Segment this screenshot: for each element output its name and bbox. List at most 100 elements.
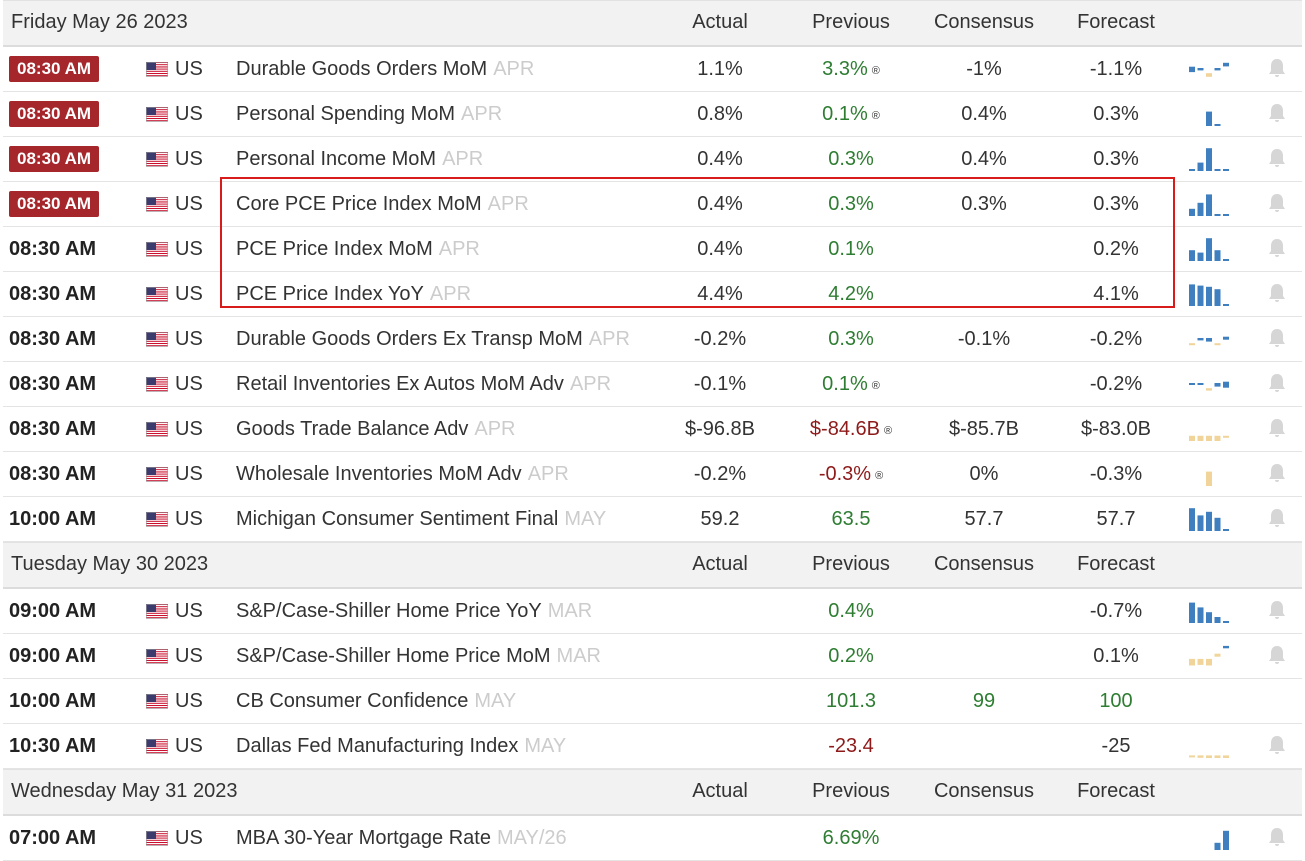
history-sparkline[interactable] [1187,642,1231,668]
event-title[interactable]: MBA 30-Year Mortgage Rate [236,827,491,849]
event-name[interactable]: PCE Price Index YoY APR [236,272,471,316]
history-sparkline[interactable] [1187,460,1231,486]
history-sparkline[interactable] [1187,597,1231,623]
table-row[interactable]: 09:00 AM US S&P/Case-Shiller Home Price Mo… [3,634,1302,679]
event-title[interactable]: Retail Inventories Ex Autos MoM Adv [236,373,564,395]
spark-bar [1189,658,1195,666]
table-row[interactable]: 08:30 AM US Durable Goods Orders Ex Transp… [3,317,1302,362]
event-title[interactable]: Personal Spending MoM [236,103,456,125]
us-flag-icon [146,422,168,437]
table-row[interactable]: 08:30 AM US Personal Income MoM APR 0.4% 0.3%… [3,137,1302,182]
event-name[interactable]: Personal Spending MoM APR [236,92,502,136]
previous-header: Previous [812,553,890,575]
bell-icon[interactable] [1267,734,1287,756]
event-name[interactable]: PCE Price Index MoM APR [236,227,480,271]
spark-bar [1197,252,1204,261]
bell-icon[interactable] [1267,147,1287,169]
previous-cell: 0.2% [786,634,916,678]
history-sparkline[interactable] [1187,325,1231,351]
country-code: US [175,283,203,305]
table-row[interactable]: 08:30 AM US Core PCE Price Index MoM APR 0.4… [3,182,1302,227]
event-time: 08:30 AM [9,56,100,82]
forecast-value: 100 [1099,690,1133,712]
history-sparkline[interactable] [1187,190,1231,216]
table-row[interactable]: 08:30 AM US Wholesale Inventories MoM Adv A… [3,452,1302,497]
spark-bar [1206,658,1212,666]
bell-icon[interactable] [1267,192,1287,214]
table-row[interactable]: 08:30 AM US Durable Goods Orders MoM APR 1.1… [3,47,1302,92]
event-title[interactable]: Wholesale Inventories MoM Adv [236,463,522,485]
bell-icon[interactable] [1267,599,1287,621]
history-sparkline[interactable] [1187,370,1231,396]
event-name[interactable]: Personal Income MoM APR [236,137,483,181]
bell-icon[interactable] [1267,507,1287,529]
spark-bar [1197,755,1204,758]
event-name[interactable]: Retail Inventories Ex Autos MoM Adv APR [236,362,611,406]
event-title[interactable]: Goods Trade Balance Adv [236,418,469,440]
event-name[interactable]: Durable Goods Orders MoM APR [236,47,534,91]
table-row[interactable]: 08:30 AM US Retail Inventories Ex Autos Mo… [3,362,1302,407]
history-sparkline[interactable] [1187,100,1231,126]
consensus-value: 57.7 [964,508,1004,530]
history-sparkline[interactable] [1187,145,1231,171]
country-code: US [175,735,203,757]
bell-icon[interactable] [1267,57,1287,79]
event-title[interactable]: S&P/Case-Shiller Home Price MoM [236,645,551,667]
bell-icon[interactable] [1267,826,1287,848]
table-row[interactable]: 10:00 AM US CB Consumer Confidence MAY 101.3… [3,679,1302,724]
country-code: US [175,58,203,80]
table-row[interactable]: 08:30 AM US Personal Spending MoM APR 0.8% 0.… [3,92,1302,137]
event-name[interactable]: S&P/Case-Shiller Home Price MoM MAR [236,634,601,678]
bell-icon[interactable] [1267,462,1287,484]
spark-bar [1197,607,1204,623]
history-sparkline[interactable] [1187,824,1231,850]
bell-icon[interactable] [1267,102,1287,124]
event-title[interactable]: PCE Price Index MoM [236,238,433,260]
history-sparkline[interactable] [1187,55,1231,81]
event-title[interactable]: S&P/Case-Shiller Home Price YoY [236,600,542,622]
bell-icon[interactable] [1267,282,1287,304]
history-sparkline[interactable] [1187,505,1231,531]
event-title[interactable]: Durable Goods Orders Ex Transp MoM [236,328,583,350]
event-name[interactable]: Core PCE Price Index MoM APR [236,182,529,226]
event-title[interactable]: Michigan Consumer Sentiment Final [236,508,559,530]
event-title[interactable]: Personal Income MoM [236,148,437,170]
event-title[interactable]: PCE Price Index YoY [236,283,424,305]
forecast-header: Forecast [1077,11,1155,33]
history-sparkline[interactable] [1187,732,1231,758]
table-row[interactable]: 10:30 AM US Dallas Fed Manufacturing Index… [3,724,1302,769]
event-name[interactable]: Durable Goods Orders Ex Transp MoM APR [236,317,630,361]
table-row[interactable]: 09:00 AM US S&P/Case-Shiller Home Price Yo… [3,589,1302,634]
spark-bar [1223,529,1229,531]
actual-value [655,634,785,678]
table-row[interactable]: 07:00 AM US MBA 30-Year Mortgage Rate MAY/2… [3,816,1302,861]
bell-icon[interactable] [1267,327,1287,349]
event-name[interactable]: CB Consumer Confidence MAY [236,679,516,723]
event-name[interactable]: Michigan Consumer Sentiment Final MAY [236,497,606,541]
bell-icon[interactable] [1267,417,1287,439]
event-period: APR [588,328,630,350]
table-row[interactable]: 08:30 AM US Goods Trade Balance Adv APR $-96… [3,407,1302,452]
table-row[interactable]: 08:30 AM US PCE Price Index YoY APR 4.4% 4.2%… [3,272,1302,317]
event-title[interactable]: Core PCE Price Index MoM [236,193,482,215]
event-name[interactable]: S&P/Case-Shiller Home Price YoY MAR [236,589,592,633]
spark-bar [1223,336,1229,340]
event-name[interactable]: Dallas Fed Manufacturing Index MAY [236,724,566,768]
history-sparkline[interactable] [1187,235,1231,261]
previous-cell: -0.3% ® [786,452,916,496]
event-name[interactable]: Goods Trade Balance Adv APR [236,407,516,451]
event-title[interactable]: Durable Goods Orders MoM [236,58,488,80]
bell-icon[interactable] [1267,372,1287,394]
event-period: MAY [524,735,567,757]
bell-icon[interactable] [1267,644,1287,666]
event-name[interactable]: MBA 30-Year Mortgage Rate MAY/26 [236,816,567,860]
table-row[interactable]: 10:00 AM US Michigan Consumer Sentiment Fi… [3,497,1302,542]
event-name[interactable]: Wholesale Inventories MoM Adv APR [236,452,569,496]
spark-bar [1189,383,1195,385]
event-title[interactable]: Dallas Fed Manufacturing Index [236,735,519,757]
bell-icon[interactable] [1267,237,1287,259]
event-title[interactable]: CB Consumer Confidence [236,690,469,712]
table-row[interactable]: 08:30 AM US PCE Price Index MoM APR 0.4% 0.1%… [3,227,1302,272]
history-sparkline[interactable] [1187,415,1231,441]
history-sparkline[interactable] [1187,280,1231,306]
